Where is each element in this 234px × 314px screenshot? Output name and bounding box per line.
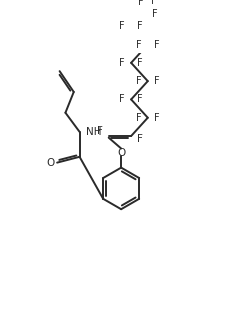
Text: F: F: [136, 40, 141, 50]
Text: F: F: [119, 58, 125, 68]
Text: F: F: [136, 76, 141, 86]
Text: F: F: [138, 95, 143, 105]
Text: F: F: [119, 21, 125, 31]
Text: F: F: [151, 0, 157, 6]
Text: F: F: [136, 113, 141, 123]
Text: F: F: [137, 134, 143, 144]
Text: NH: NH: [86, 127, 102, 137]
Text: F: F: [138, 21, 143, 31]
Text: F: F: [138, 0, 144, 7]
Text: O: O: [117, 148, 125, 158]
Text: F: F: [154, 76, 160, 86]
Text: F: F: [154, 113, 160, 123]
Text: F: F: [152, 9, 157, 19]
Text: F: F: [97, 126, 103, 136]
Text: F: F: [119, 95, 125, 105]
Text: F: F: [138, 58, 143, 68]
Text: O: O: [46, 158, 55, 168]
Text: F: F: [154, 40, 160, 50]
